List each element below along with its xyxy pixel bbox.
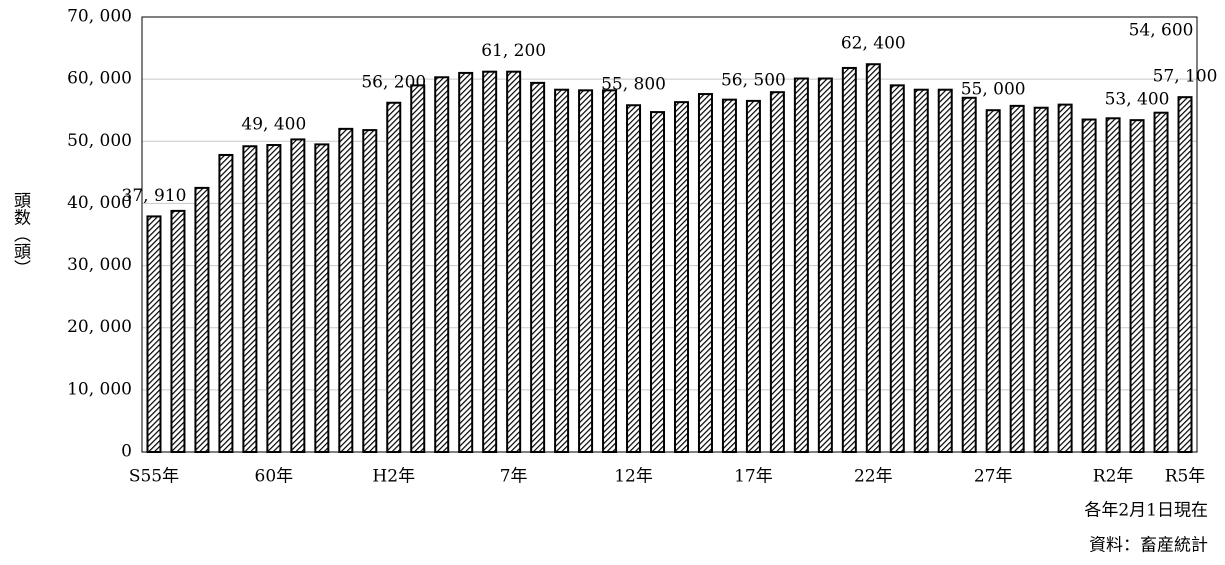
y-axis-label: 頭数（頭） [10, 192, 31, 277]
value-label: 61, 200 [481, 41, 546, 61]
bar [386, 101, 402, 453]
bar [242, 145, 258, 453]
y-tick-label: 20, 000 [67, 317, 132, 337]
bar [482, 70, 498, 454]
x-tick-label: 12年 [614, 467, 653, 487]
value-label: 56, 200 [361, 72, 426, 92]
bar [673, 101, 689, 453]
bar [170, 209, 186, 453]
value-label: 55, 000 [961, 80, 1026, 100]
bar [578, 89, 594, 453]
x-tick-label: H2年 [372, 467, 415, 487]
bar [865, 63, 881, 453]
bar [1033, 106, 1049, 453]
bar [458, 71, 474, 454]
value-label: 62, 400 [841, 34, 906, 54]
y-tick-label: 50, 000 [67, 131, 132, 151]
value-label: 57, 100 [1153, 67, 1218, 87]
y-tick-label: 10, 000 [67, 379, 132, 399]
value-label: 49, 400 [241, 115, 306, 135]
x-tick-label: 7年 [500, 467, 528, 487]
bar [554, 88, 570, 453]
bar [697, 93, 713, 454]
bar [985, 109, 1001, 453]
bar [410, 84, 426, 453]
bar [506, 70, 522, 454]
bar [1153, 111, 1169, 453]
x-tick-label: 22年 [854, 467, 893, 487]
bar [1105, 117, 1121, 454]
bar [338, 127, 354, 453]
x-tick-label: 27年 [974, 467, 1013, 487]
value-label: 37, 910 [122, 186, 187, 206]
bar [602, 89, 618, 453]
y-tick-label: 30, 000 [67, 255, 132, 275]
bar [194, 186, 210, 453]
x-tick-label: R2年 [1093, 467, 1134, 487]
x-tick-label: R5年 [1165, 467, 1206, 487]
bar [841, 66, 857, 453]
note: 資料：畜産統計 [1089, 536, 1208, 556]
x-tick-label: 17年 [734, 467, 773, 487]
bar [1129, 119, 1145, 454]
bar [913, 88, 929, 453]
bar [314, 143, 330, 453]
y-tick-label: 60, 000 [67, 69, 132, 89]
bar [290, 138, 306, 454]
value-label: 56, 500 [721, 70, 786, 90]
plot-frame [141, 16, 1198, 453]
bar [769, 91, 785, 453]
bar [1081, 118, 1097, 454]
bar [817, 77, 833, 454]
value-label: 53, 400 [1105, 90, 1170, 110]
value-label: 55, 800 [601, 75, 666, 95]
y-tick-label: 40, 000 [67, 193, 132, 213]
bar [434, 76, 450, 454]
bar [745, 99, 761, 454]
bar [937, 88, 953, 453]
bar [889, 84, 905, 453]
bar [626, 104, 642, 453]
bar [362, 129, 378, 453]
bar [1009, 104, 1025, 453]
value-label: 54, 600 [1129, 21, 1194, 41]
bar [650, 111, 666, 453]
bar [266, 144, 282, 453]
note: 各年2月1日現在 [1084, 501, 1208, 521]
y-tick-label: 70, 000 [67, 7, 132, 27]
bar [530, 81, 546, 453]
x-tick-label: 60年 [255, 467, 294, 487]
bar [1057, 103, 1073, 453]
bar [721, 98, 737, 454]
bar [1177, 96, 1193, 454]
x-tick-label: S55年 [129, 467, 179, 487]
bar [961, 96, 977, 454]
bar [146, 215, 162, 453]
bar [218, 153, 234, 453]
bar [793, 77, 809, 454]
y-tick-label: 0 [121, 442, 132, 462]
